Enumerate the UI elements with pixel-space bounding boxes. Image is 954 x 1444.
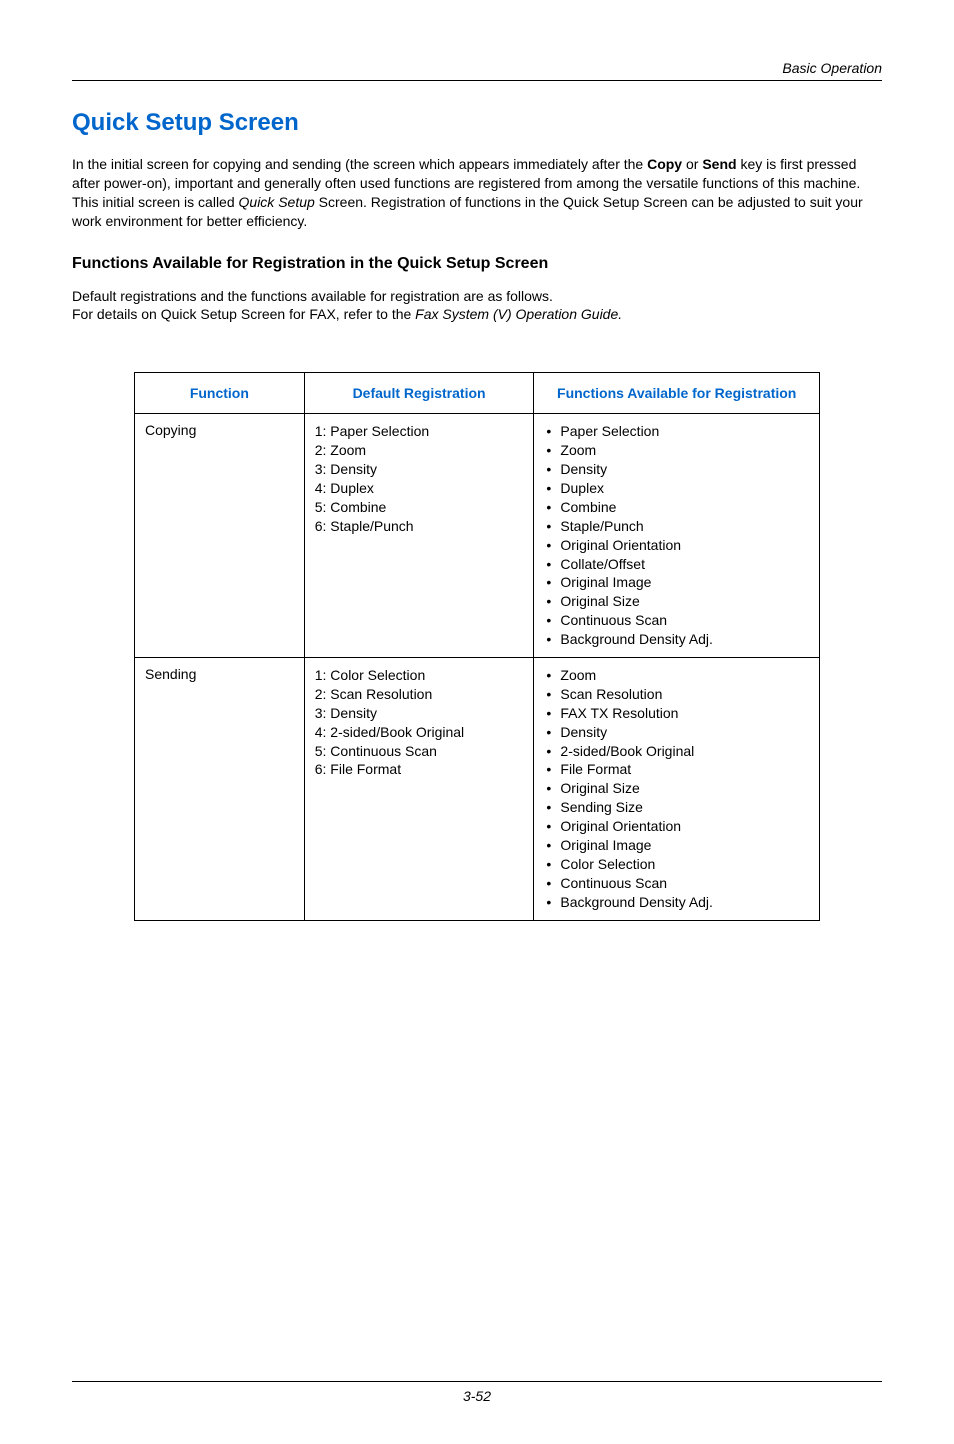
subsection-title: Functions Available for Registration in … (72, 255, 882, 273)
default-line: 5: Continuous Scan (315, 742, 524, 761)
table-body: Copying1: Paper Selection2: Zoom3: Densi… (135, 414, 820, 920)
cell-function: Copying (135, 414, 305, 658)
available-item: Density (544, 723, 809, 742)
th-default: Default Registration (304, 373, 534, 414)
default-line: 5: Combine (315, 498, 524, 517)
intro-text: or (682, 156, 702, 172)
intro-paragraph: In the initial screen for copying and se… (72, 155, 882, 231)
available-item: Zoom (544, 441, 809, 460)
intro-bold-copy: Copy (647, 156, 682, 172)
subintro-line1: Default registrations and the functions … (72, 288, 553, 304)
available-item: Continuous Scan (544, 874, 809, 893)
default-line: 3: Density (315, 460, 524, 479)
default-line: 6: Staple/Punch (315, 517, 524, 536)
th-function: Function (135, 373, 305, 414)
cell-function: Sending (135, 658, 305, 921)
default-line: 2: Scan Resolution (315, 685, 524, 704)
subintro-paragraph: Default registrations and the functions … (72, 287, 882, 325)
functions-table: Function Default Registration Functions … (134, 372, 820, 920)
available-item: Combine (544, 498, 809, 517)
intro-text: In the initial screen for copying and se… (72, 156, 647, 172)
table-row: Sending1: Color Selection2: Scan Resolut… (135, 658, 820, 921)
cell-available: Paper SelectionZoomDensityDuplexCombineS… (534, 414, 820, 658)
available-item: 2-sided/Book Original (544, 742, 809, 761)
available-item: FAX TX Resolution (544, 704, 809, 723)
available-item: Original Size (544, 592, 809, 611)
default-line: 4: Duplex (315, 479, 524, 498)
intro-bold-send: Send (702, 156, 736, 172)
intro-italic-quicksetup: Quick Setup (239, 194, 315, 210)
available-item: Original Image (544, 573, 809, 592)
available-item: Color Selection (544, 855, 809, 874)
header-section: Basic Operation (72, 60, 882, 76)
available-item: Duplex (544, 479, 809, 498)
default-line: 1: Color Selection (315, 666, 524, 685)
available-item: Continuous Scan (544, 611, 809, 630)
default-line: 1: Paper Selection (315, 422, 524, 441)
available-item: Original Orientation (544, 536, 809, 555)
available-item: Staple/Punch (544, 517, 809, 536)
table-header-row: Function Default Registration Functions … (135, 373, 820, 414)
header-rule (72, 80, 882, 81)
cell-default: 1: Color Selection2: Scan Resolution3: D… (304, 658, 534, 921)
available-item: Original Image (544, 836, 809, 855)
default-line: 4: 2-sided/Book Original (315, 723, 524, 742)
cell-available: ZoomScan ResolutionFAX TX ResolutionDens… (534, 658, 820, 921)
available-item: Density (544, 460, 809, 479)
subintro-italic-guide: Fax System (V) Operation Guide. (415, 306, 622, 322)
default-line: 6: File Format (315, 760, 524, 779)
available-item: Zoom (544, 666, 809, 685)
footer-rule (72, 1381, 882, 1382)
available-item: Collate/Offset (544, 555, 809, 574)
available-item: Scan Resolution (544, 685, 809, 704)
page-title: Quick Setup Screen (72, 109, 882, 137)
available-item: Paper Selection (544, 422, 809, 441)
available-item: Original Size (544, 779, 809, 798)
default-line: 2: Zoom (315, 441, 524, 460)
available-item: File Format (544, 760, 809, 779)
table-row: Copying1: Paper Selection2: Zoom3: Densi… (135, 414, 820, 658)
available-item: Sending Size (544, 798, 809, 817)
default-line: 3: Density (315, 704, 524, 723)
available-item: Background Density Adj. (544, 893, 809, 912)
available-item: Original Orientation (544, 817, 809, 836)
page-number: 3-52 (72, 1388, 882, 1404)
cell-default: 1: Paper Selection2: Zoom3: Density4: Du… (304, 414, 534, 658)
available-item: Background Density Adj. (544, 630, 809, 649)
subintro-line2a: For details on Quick Setup Screen for FA… (72, 306, 415, 322)
th-available: Functions Available for Registration (534, 373, 820, 414)
